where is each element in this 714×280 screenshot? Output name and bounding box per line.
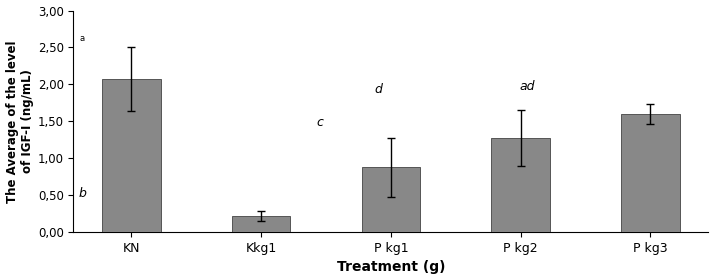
Bar (621, 114, 680, 232)
Y-axis label: The Average of the level
of IGF-I (ng/mL): The Average of the level of IGF-I (ng/mL… (6, 40, 34, 203)
Text: $\mathregular{^a}$: $\mathregular{^a}$ (79, 34, 86, 48)
Bar (491, 138, 550, 232)
Text: ad: ad (519, 80, 535, 93)
Text: c: c (316, 116, 323, 129)
Text: d: d (374, 83, 382, 95)
Text: b: b (79, 187, 86, 200)
Bar (232, 216, 291, 232)
Bar (102, 79, 161, 232)
X-axis label: Treatment (g): Treatment (g) (337, 260, 446, 274)
Bar (362, 167, 420, 232)
